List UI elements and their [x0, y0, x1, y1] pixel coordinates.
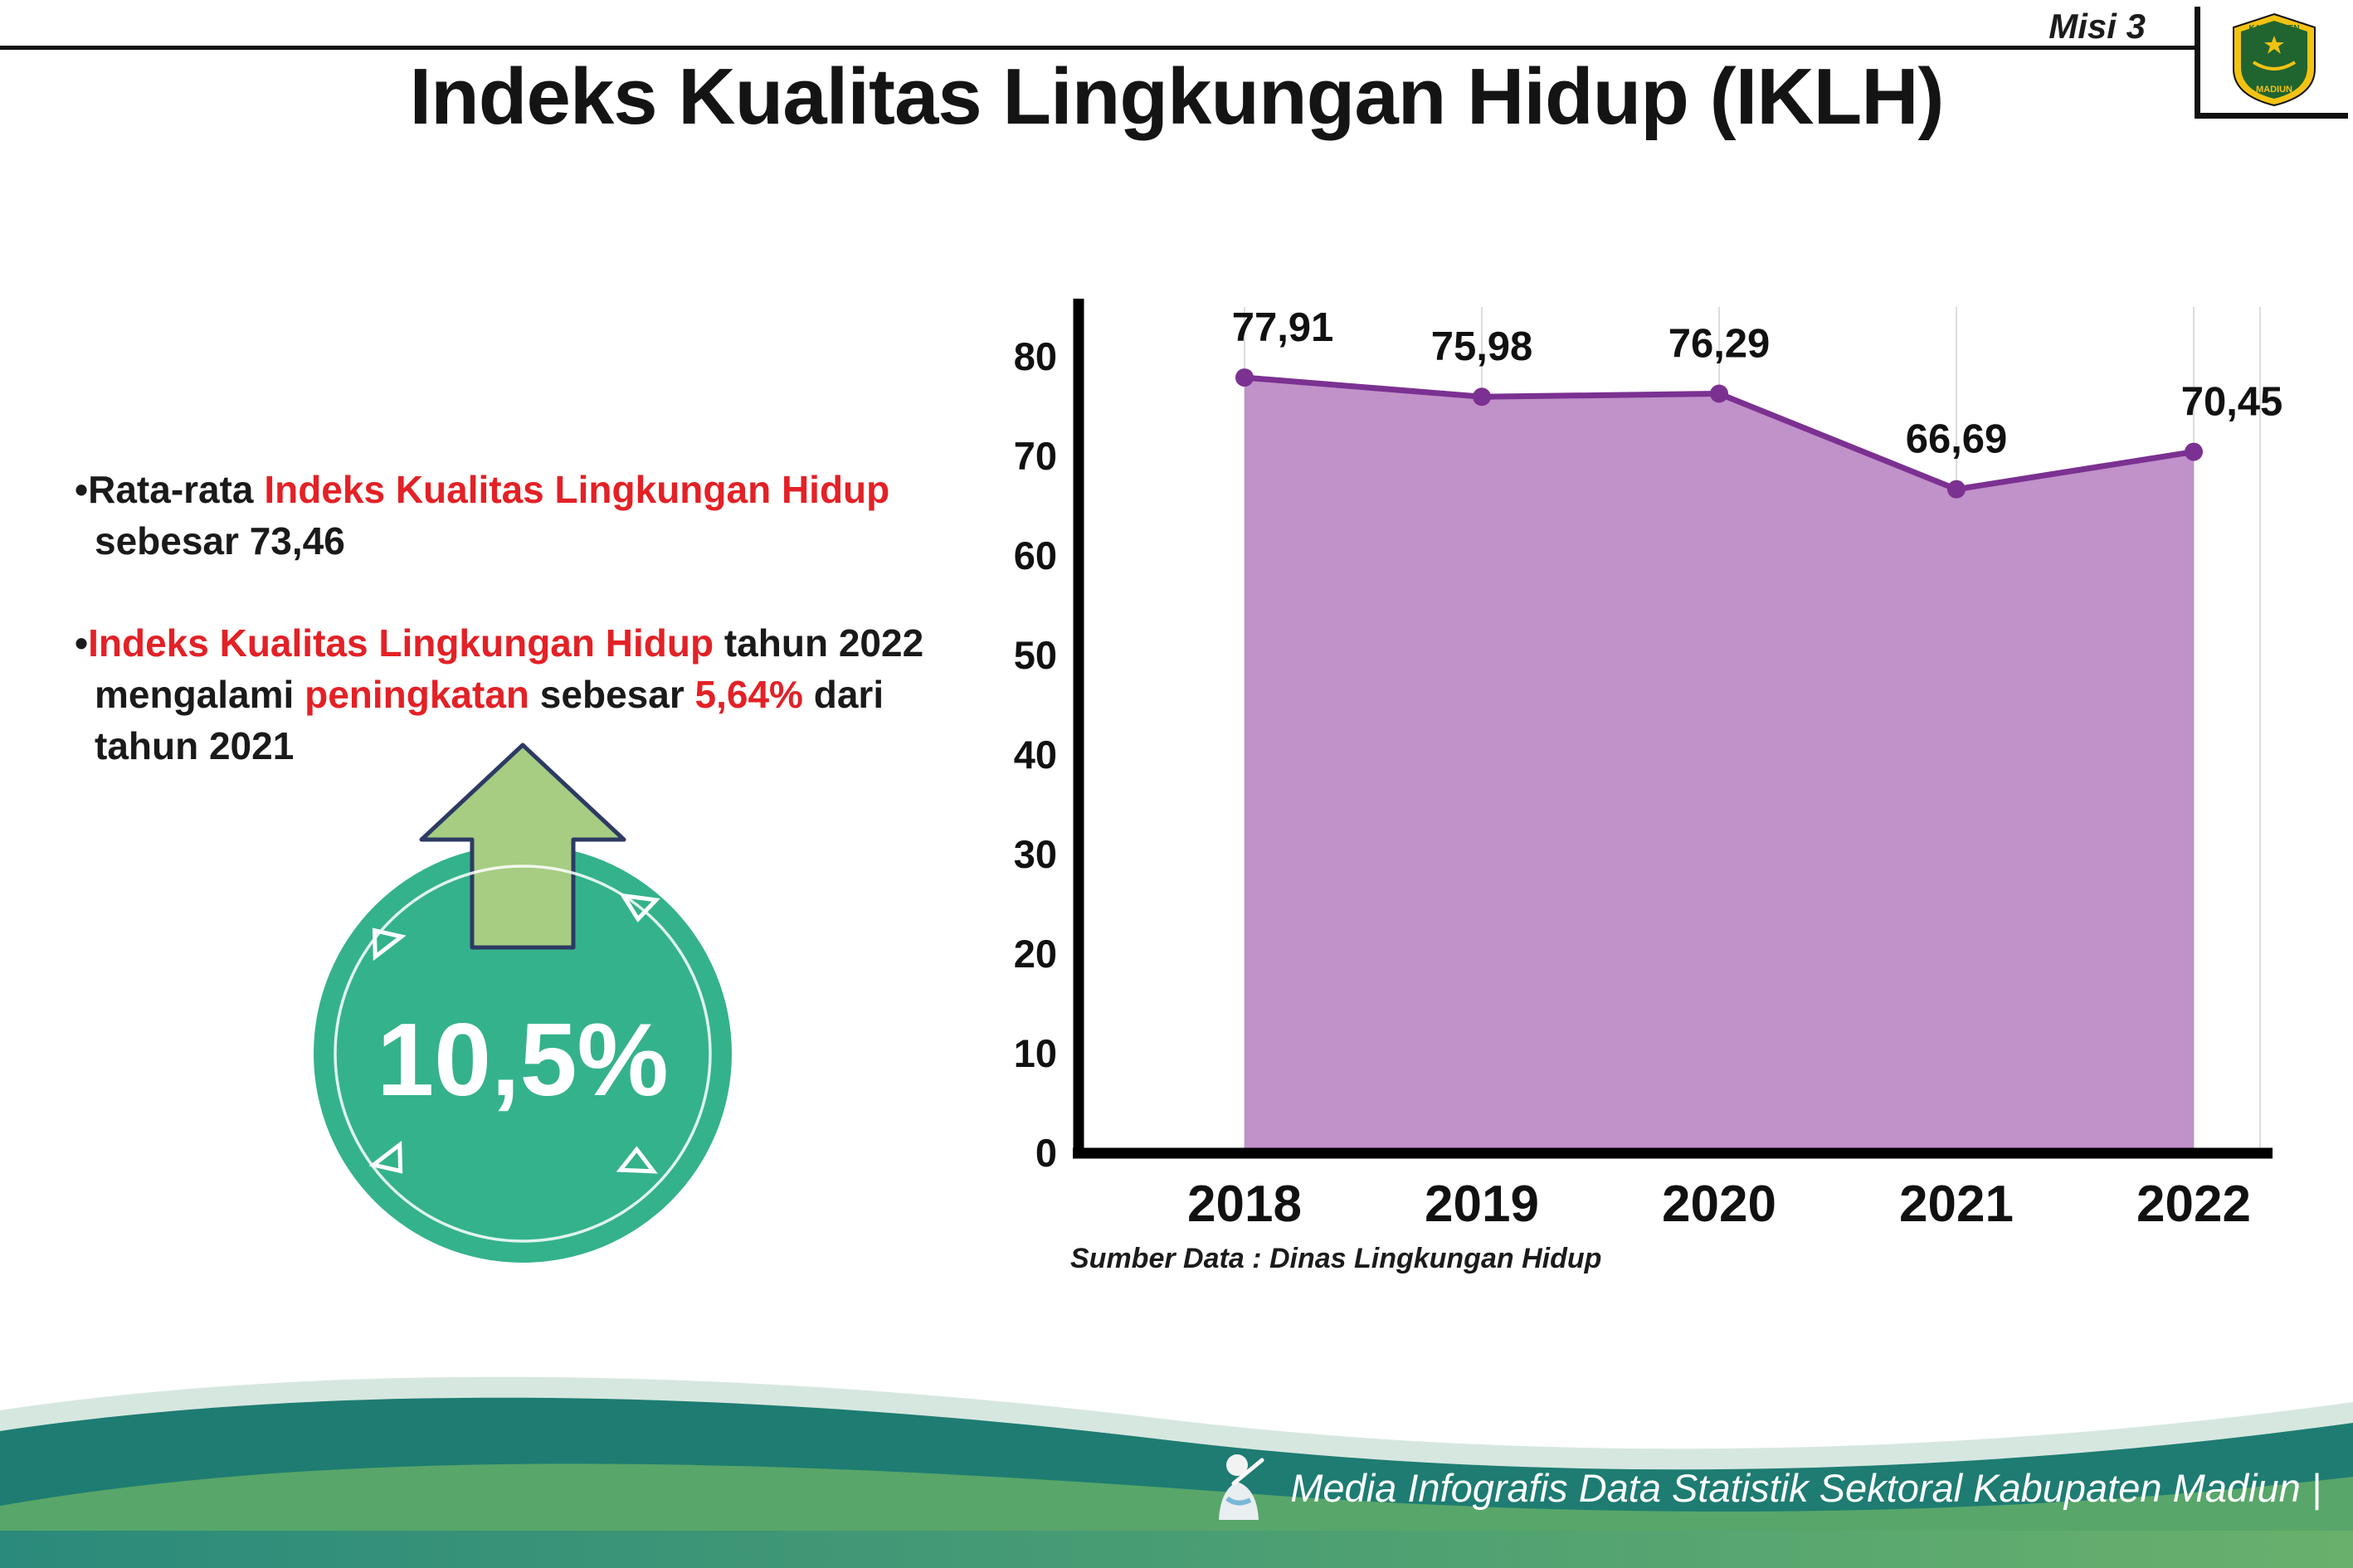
- chart-point: [2185, 442, 2203, 461]
- triangle-ornament: [368, 1140, 403, 1174]
- triangle-ornament: [616, 1146, 658, 1174]
- summary-bullets: •Rata-rata Indeks Kualitas Lingkungan Hi…: [75, 465, 975, 823]
- chart-area: [1245, 377, 2194, 1153]
- triangle-ornament: [619, 893, 660, 923]
- chart-point: [1235, 368, 1254, 387]
- chart-xaxis-label: 2020: [1662, 1176, 1776, 1233]
- chart-ytick-label: 60: [1014, 533, 1057, 577]
- bullet-text-segment: dari tahun 2021: [95, 672, 884, 767]
- chart-value-label: 75,98: [1431, 324, 1533, 369]
- chart-ytick-label: 30: [1014, 832, 1057, 876]
- footer-credit: Media Infografis Data Statistik Sektoral…: [1209, 1450, 2321, 1525]
- bullet-text-segment: tahun 2022 mengalami: [95, 621, 924, 716]
- increase-badge: 10,5%: [314, 743, 732, 1263]
- logo-top-text: KABUPATEN: [2248, 24, 2299, 33]
- logo-bottom-text: MADIUN: [2256, 85, 2292, 95]
- chart-xaxis-label: 2019: [1425, 1176, 1539, 1233]
- bullet-text-segment: sebesar 73,46: [95, 519, 345, 562]
- shield-icon: KABUPATEN MADIUN: [2233, 12, 2316, 107]
- chart-value-label: 76,29: [1669, 322, 1771, 367]
- chart-xaxis-label: 2021: [1899, 1176, 2014, 1233]
- bullet-text-segment: Rata-rata: [88, 468, 265, 511]
- data-source: Sumber Data : Dinas Lingkungan Hidup: [1070, 1243, 1602, 1274]
- chart-xaxis-label: 2022: [2136, 1176, 2251, 1233]
- bullet-marker: •: [75, 621, 89, 665]
- bullet-iklh-2022: •Indeks Kualitas Lingkungan Hidup tahun …: [75, 618, 975, 772]
- chart-xaxis-label: 2018: [1187, 1176, 1302, 1233]
- iklh-area-chart: 0 10 20 30 40 50 60 70 80 2018 2019 2020 2021 2022 77,…: [1014, 299, 2283, 1233]
- bullet-text-highlight: 5,64%: [694, 672, 803, 716]
- footer-waves: [0, 1376, 2353, 1568]
- chart-point: [1473, 387, 1491, 407]
- bullet-marker: •: [75, 468, 89, 511]
- chart-value-label: 66,69: [1906, 417, 2008, 462]
- bullet-text-highlight: Indeks Kualitas Lingkungan Hidup: [264, 468, 890, 511]
- chart-value-label: 70,45: [2181, 380, 2283, 425]
- chart-ytick-label: 40: [1014, 733, 1057, 777]
- up-arrow-icon: [419, 743, 626, 950]
- mascot-icon: [1219, 1454, 1264, 1520]
- chart-ytick-label: 10: [1014, 1031, 1057, 1075]
- bullet-text-highlight: peningkatan: [304, 672, 530, 716]
- triangle-ornament: [372, 928, 407, 962]
- page-title: Indeks Kualitas Lingkungan Hidup (IKLH): [409, 52, 1944, 141]
- chart-point: [1710, 384, 1728, 403]
- chart-value-label: 77,91: [1232, 305, 1334, 350]
- kabupaten-madiun-logo: KABUPATEN MADIUN: [2195, 7, 2348, 119]
- chart-ytick-label: 20: [1014, 932, 1057, 976]
- chart-ytick-label: 0: [1035, 1131, 1057, 1175]
- chart-ytick-label: 80: [1014, 334, 1057, 378]
- bullet-text-segment: sebesar: [529, 672, 695, 716]
- increase-percentage: 10,5%: [377, 1003, 669, 1118]
- misi-label: Misi 3: [2049, 7, 2146, 46]
- chart-ytick-label: 70: [1014, 434, 1057, 478]
- footer-bottom-band: [0, 1531, 2353, 1568]
- badge-ring: [334, 864, 712, 1243]
- header-divider: [0, 46, 2197, 50]
- bullet-average-iklh: •Rata-rata Indeks Kualitas Lingkungan Hi…: [75, 465, 975, 567]
- bullet-text-highlight: Indeks Kualitas Lingkungan Hidup: [88, 621, 714, 665]
- chart-point: [1947, 480, 1966, 499]
- footer-credit-text: Media Infografis Data Statistik Sektoral…: [1290, 1465, 2321, 1510]
- chart-ytick-label: 50: [1014, 633, 1057, 677]
